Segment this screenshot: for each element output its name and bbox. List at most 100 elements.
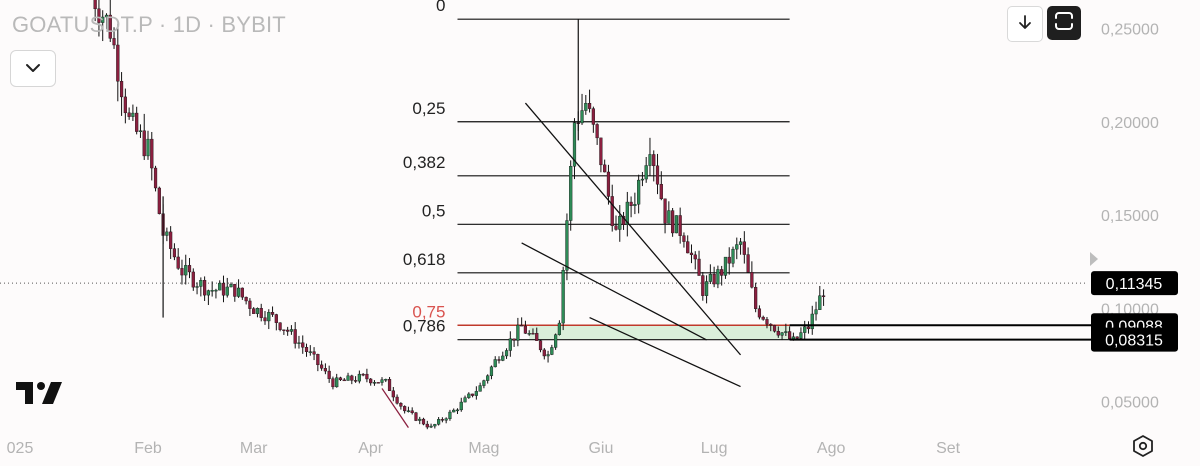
candle-body <box>467 393 471 398</box>
time-tick-label: Ago <box>817 440 846 457</box>
fib-label: 0,25 <box>412 99 445 118</box>
candle-body <box>821 295 826 297</box>
trendline <box>524 102 742 356</box>
candle-body <box>754 287 758 309</box>
candle-body <box>550 347 554 355</box>
time-tick-label: Mar <box>240 440 268 457</box>
candle-body <box>199 280 203 287</box>
candle-body <box>172 248 177 258</box>
fib-label: 0,382 <box>403 153 446 172</box>
candle-body <box>135 112 139 132</box>
candle-body <box>557 322 561 335</box>
candle-body <box>486 375 490 381</box>
arrow-down-icon <box>1018 14 1032 35</box>
price-tick-label: 0,05000 <box>1101 395 1159 412</box>
candle-body <box>599 137 603 166</box>
candle-body <box>176 256 180 269</box>
candle-body <box>255 308 260 314</box>
candle-body <box>746 254 750 273</box>
dropdown-button[interactable] <box>10 50 56 87</box>
candle-body <box>391 390 395 398</box>
candle-body <box>384 379 388 381</box>
candle-body <box>784 331 788 333</box>
candle-body <box>131 112 135 117</box>
candle-body <box>686 241 690 254</box>
settings-hex-icon[interactable] <box>1131 434 1155 463</box>
candle-body <box>516 324 520 341</box>
candle-body <box>720 269 724 276</box>
candle-body <box>410 410 414 413</box>
candle-body <box>165 231 169 236</box>
candle-body <box>350 375 354 381</box>
candle-body <box>108 14 112 39</box>
candle-body <box>112 38 116 46</box>
candle-body <box>440 419 444 421</box>
candle-body <box>750 272 754 288</box>
candle-body <box>399 403 403 407</box>
candle-body <box>704 281 709 296</box>
scroll-right-icon[interactable] <box>1090 252 1098 266</box>
candle-body <box>610 196 614 227</box>
price-tag <box>1091 271 1178 296</box>
candle-body <box>116 44 120 82</box>
candle-body <box>682 235 686 242</box>
candle-body <box>538 340 543 351</box>
candle-body <box>146 138 150 157</box>
candle-body <box>501 355 505 361</box>
candle-body <box>229 283 233 288</box>
price-tag-label: 0,11345 <box>1106 276 1163 293</box>
candle-body <box>655 165 660 185</box>
price-tick-label: 0,15000 <box>1101 208 1159 225</box>
candle-body <box>104 14 109 18</box>
time-tick-label: Feb <box>134 440 162 457</box>
candle-body <box>301 342 305 348</box>
price-tag <box>1091 327 1178 352</box>
candle-body <box>810 313 814 330</box>
fib-label: 0,786 <box>403 317 446 336</box>
candle-body <box>452 409 456 413</box>
candle-body <box>527 333 531 335</box>
candle-body <box>455 409 460 412</box>
candle-body <box>433 424 437 427</box>
time-tick-label: 025 <box>7 440 34 457</box>
candle-body <box>331 378 335 388</box>
candle-body <box>735 244 739 250</box>
trendline <box>381 388 409 428</box>
candle-body <box>671 210 675 234</box>
time-tick-label: Mag <box>468 440 499 457</box>
fibonacci-levels: 0 0,25 0,382 0,5 0,618 0,750,786 <box>403 0 790 341</box>
support-zone <box>529 325 790 340</box>
time-axis: 025 Feb Mar Apr Mag Giu Lug Ago Set <box>7 440 961 457</box>
candle-body <box>667 210 671 224</box>
candle-body <box>225 286 229 296</box>
candle-body <box>463 397 467 403</box>
candle-body <box>803 326 807 333</box>
candle-body <box>304 347 309 353</box>
download-button[interactable] <box>1007 6 1043 42</box>
selection-button[interactable] <box>1047 6 1081 40</box>
fib-label: 0,5 <box>422 201 446 220</box>
candle-body <box>761 316 765 320</box>
symbol-title: GOATUSDT.P · 1D · BYBIT <box>12 12 286 37</box>
candle-body <box>210 290 214 292</box>
candle-body <box>523 325 528 334</box>
candle-body <box>652 154 656 167</box>
candle-body <box>659 184 663 200</box>
candle-body <box>459 401 463 411</box>
candle-body <box>727 256 731 264</box>
candle-body <box>346 375 350 381</box>
candle-body <box>799 332 803 339</box>
candle-body <box>689 252 694 256</box>
candle-body <box>425 423 429 428</box>
candle-body <box>267 312 271 322</box>
candle-body <box>572 122 577 167</box>
candle-body <box>361 373 365 376</box>
candle-body <box>93 0 97 10</box>
candle-body <box>218 282 222 291</box>
candle-body <box>263 317 267 322</box>
candle-body <box>629 201 633 207</box>
candle-body <box>127 112 131 117</box>
candle-body <box>814 309 818 315</box>
